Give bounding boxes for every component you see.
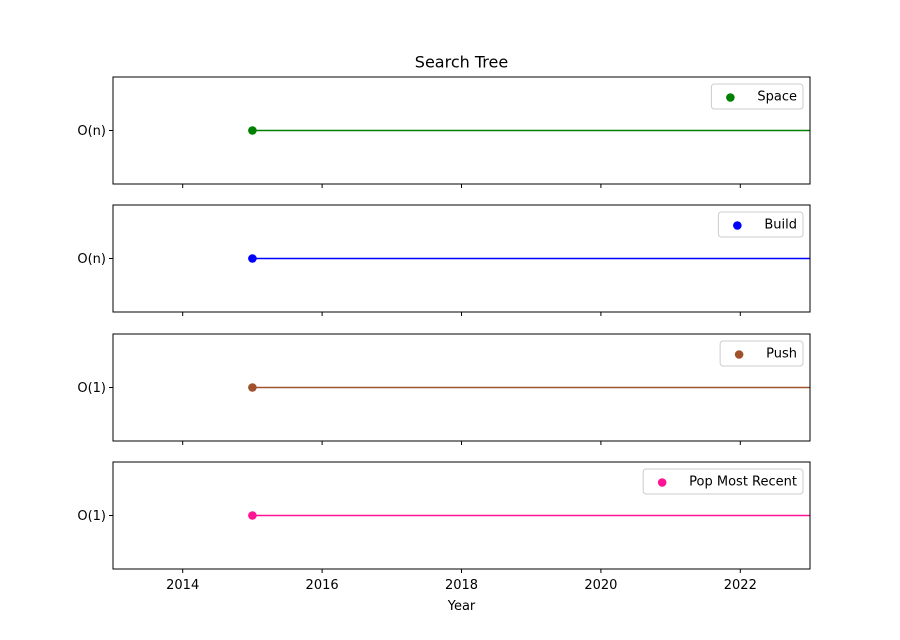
legend-label-1: Space [757, 90, 797, 105]
panels: O(n) Space O(n) Build O(1) Push O(1) Pop Most R… [77, 76, 811, 573]
chart-title: Search Tree [415, 53, 508, 72]
series-point-3 [248, 383, 257, 392]
series-point-2 [248, 254, 257, 263]
legend-marker-2 [733, 221, 742, 230]
legend-label-3: Push [766, 347, 797, 362]
legend-marker-4 [657, 478, 667, 487]
panel-4: O(1) Pop Most Recent [77, 461, 811, 573]
legend-marker-3 [734, 350, 744, 359]
panel-1: O(n) Space [77, 76, 811, 188]
y-tick-label-4: O(1) [77, 509, 106, 524]
legend-label-4: Pop Most Recent [689, 475, 797, 490]
x-tick-label-5: 2022 [724, 578, 757, 593]
y-tick-label-1: O(n) [77, 124, 106, 139]
x-tick-label-1: 2014 [166, 578, 199, 593]
x-tick-label-2: 2016 [306, 578, 339, 593]
series-point-4 [248, 511, 257, 520]
panel-3: O(1) Push [77, 333, 811, 445]
series-point-1 [248, 126, 257, 135]
legend-box-4 [642, 468, 804, 495]
legend-box-3 [719, 340, 804, 367]
legend-box-2 [717, 211, 804, 238]
legend-label-2: Build [764, 218, 797, 233]
x-tick-label-3: 2018 [445, 578, 478, 593]
x-axis: 2014 2016 2018 2020 2022 [166, 578, 757, 593]
panel-2: O(n) Build [77, 204, 811, 316]
y-tick-label-3: O(1) [77, 381, 106, 396]
y-tick-label-2: O(n) [77, 252, 106, 267]
legend-marker-1 [726, 93, 735, 102]
x-tick-label-4: 2020 [584, 578, 617, 593]
x-axis-label: Year [447, 599, 476, 614]
legend-box-1 [710, 83, 804, 110]
